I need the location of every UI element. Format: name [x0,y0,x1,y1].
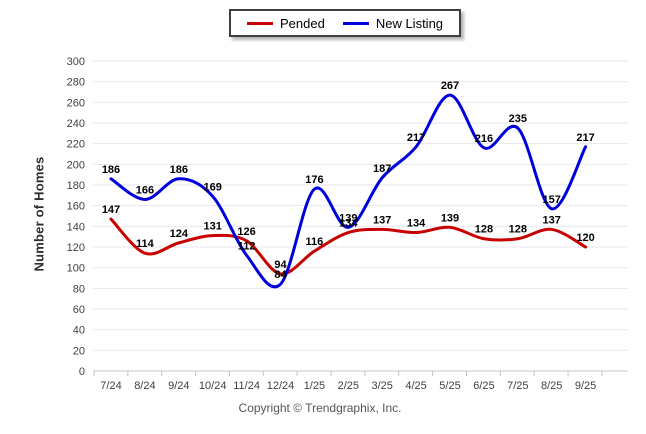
pended-data-label: 147 [102,204,120,216]
copyright-text: Copyright © Trendgraphix, Inc. [238,401,402,415]
x-tick-label: 9/25 [575,380,596,392]
pended-data-label: 124 [170,228,189,240]
pended-data-label: 137 [373,214,391,226]
y-tick-label: 260 [67,97,85,109]
legend: Pended New Listing [229,9,462,37]
y-tick-label: 160 [67,201,85,213]
new-listing-data-label: 186 [102,164,120,176]
x-tick-label: 8/25 [541,380,562,392]
x-tick-label: 6/25 [473,380,494,392]
pended-data-label: 116 [306,236,324,248]
y-tick-label: 120 [67,242,85,254]
new-listing-data-label: 267 [441,80,459,92]
pended-data-label: 94 [274,259,287,271]
x-tick-label: 3/25 [371,380,392,392]
new-listing-data-label: 166 [136,184,154,196]
legend-label-pended: Pended [280,15,325,31]
new-listing-data-label: 217 [576,132,594,144]
x-tick-label: 11/24 [233,380,260,392]
pended-data-label: 114 [136,238,155,250]
y-tick-label: 0 [79,366,85,378]
x-tick-label: 7/25 [507,380,528,392]
new-listing-data-label: 216 [475,133,493,145]
new-listing-data-label: 176 [305,174,323,186]
y-tick-label: 80 [73,283,85,295]
pended-data-label: 120 [576,232,594,244]
new-listing-data-label: 235 [509,113,527,125]
x-tick-label: 5/25 [439,380,460,392]
legend-item-new-listing: New Listing [342,15,444,31]
y-tick-label: 300 [67,56,85,68]
new-listing-data-label: 112 [238,240,256,252]
new-listing-line-swatch [342,21,369,25]
y-tick-label: 240 [67,118,85,130]
pended-data-label: 134 [339,218,358,230]
new-listing-data-label: 84 [274,269,287,281]
x-tick-label: 1/25 [304,380,325,392]
legend-label-new-listing: New Listing [375,15,444,31]
y-tick-label: 200 [67,159,85,171]
pended-data-label: 131 [204,221,222,233]
new-listing-line [109,93,588,289]
new-listing-data-label: 139 [339,212,357,224]
pended-data-label: 139 [441,212,459,224]
y-tick-label: 280 [67,77,85,89]
y-tick-label: 100 [67,263,85,275]
legend-item-pended: Pended [247,16,325,31]
pended-data-label: 134 [407,218,426,230]
pended-data-label: 126 [237,226,255,238]
x-tick-label: 12/24 [267,380,295,392]
new-listing-data-label: 186 [170,164,188,176]
x-tick-label: 9/24 [168,380,189,392]
y-tick-label: 40 [73,325,85,337]
x-tick-label: 7/24 [100,380,121,392]
x-tick-label: 10/24 [199,380,227,392]
new-listing-data-label: 157 [543,194,561,206]
y-tick-label: 60 [73,304,85,316]
pended-data-label: 128 [509,224,527,236]
pended-line [109,217,588,276]
pended-data-label: 128 [475,224,493,236]
new-listing-data-label: 187 [373,163,391,175]
new-listing-data-label: 217 [407,132,425,144]
y-tick-label: 20 [73,345,85,357]
y-tick-label: 140 [67,221,85,233]
x-tick-label: 4/25 [405,380,426,392]
new-listing-data-label: 169 [204,181,222,193]
pended-data-label: 137 [543,214,561,226]
pended-line-swatch [247,21,273,25]
y-tick-label: 180 [67,180,85,192]
x-tick-label: 8/24 [134,380,155,392]
y-tick-label: 220 [67,139,85,151]
x-tick-label: 2/25 [338,380,359,392]
